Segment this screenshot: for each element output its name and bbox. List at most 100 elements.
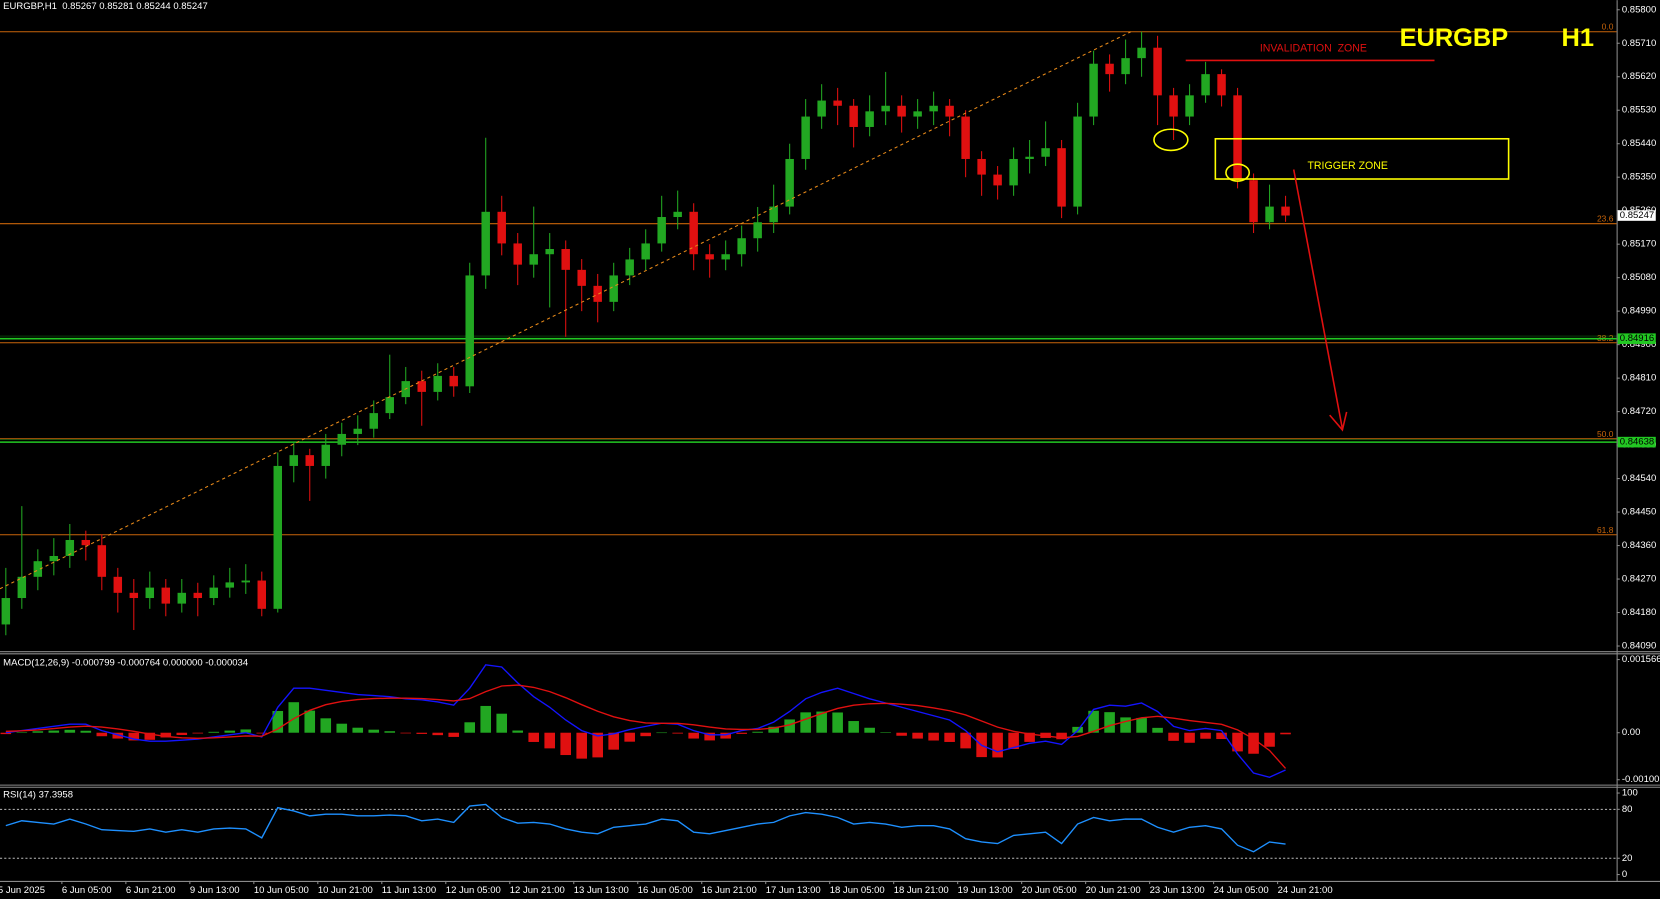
candle-body <box>1009 158 1018 186</box>
candle-body <box>993 174 1002 186</box>
histogram-bar <box>592 732 603 758</box>
candle-body <box>513 243 522 265</box>
histogram-bar <box>64 729 76 733</box>
candle-body <box>1169 95 1178 117</box>
x-tick-label: 11 Jun 13:00 <box>382 885 436 896</box>
histogram-bar <box>816 711 827 733</box>
candle-body <box>705 254 714 260</box>
histogram-bar <box>848 721 859 733</box>
candle-body <box>497 211 506 244</box>
histogram-bar <box>640 732 651 737</box>
y-tick-label: 0.85080 <box>1622 272 1656 283</box>
y-tick-label: 0.00 <box>1622 727 1641 738</box>
histogram-bar <box>880 732 891 733</box>
histogram-bar <box>544 732 555 749</box>
histogram-bar <box>528 732 540 742</box>
candle-body <box>417 381 426 392</box>
y-tick-label: 0.84270 <box>1622 574 1656 585</box>
y-tick-label: 0.84540 <box>1622 473 1656 484</box>
histogram-bar <box>32 731 44 733</box>
candle-body <box>81 539 91 546</box>
x-tick-label: 19 Jun 13:00 <box>958 885 1013 896</box>
candle-body <box>929 105 938 112</box>
histogram-bar <box>1264 732 1275 747</box>
x-tick-label: 6 Jun 05:00 <box>62 885 112 896</box>
candle-body <box>945 105 954 117</box>
x-tick-label: 12 Jun 05:00 <box>446 885 501 896</box>
candle-body <box>385 397 394 414</box>
x-tick-label: 18 Jun 05:00 <box>830 885 885 896</box>
x-tick-label: 10 Jun 05:00 <box>254 885 309 896</box>
x-tick-label: 23 Jun 13:00 <box>1150 885 1205 896</box>
fib-label: 50.0 <box>1597 429 1614 439</box>
candle-body <box>1073 116 1082 207</box>
candle-body <box>209 587 219 599</box>
price-box-label: 0.84638 <box>1620 437 1654 448</box>
histogram-bar <box>480 705 492 733</box>
candle-body <box>1105 63 1114 75</box>
candle-body <box>1281 206 1290 216</box>
price-box <box>1617 210 1656 221</box>
x-tick-label: 20 Jun 21:00 <box>1086 885 1141 896</box>
histogram-bar <box>736 732 747 734</box>
y-tick-label: 20 <box>1622 853 1633 864</box>
histogram-bar <box>1104 712 1115 733</box>
candle-body <box>481 211 490 276</box>
histogram-bar <box>416 732 428 734</box>
candle-body <box>545 249 554 255</box>
histogram-bar <box>1024 732 1035 742</box>
y-tick-label: 0.85440 <box>1622 138 1656 149</box>
histogram-bar <box>1152 727 1163 733</box>
candle-body <box>1121 58 1130 75</box>
candle-body <box>1233 95 1242 181</box>
histogram-bar <box>864 727 875 733</box>
histogram-bar <box>464 722 476 733</box>
histogram-bar <box>768 726 779 733</box>
y-tick-label: 0.84810 <box>1622 373 1656 384</box>
candle-body <box>449 375 458 387</box>
histogram-bar <box>800 712 811 733</box>
candle-body <box>273 465 282 609</box>
histogram-bar <box>320 718 332 733</box>
histogram-bar <box>448 732 460 737</box>
candle-body <box>641 243 650 260</box>
candle-body <box>1201 74 1210 96</box>
invalidation-label: INVALIDATION ZONE <box>1260 43 1367 55</box>
histogram-bar <box>1216 732 1227 740</box>
plot-area: 5 Jun 2025 6 Jun 05:00 6 Jun 21:00 9 Jun 13… <box>0 4 1660 896</box>
y-tick-label: 0.84090 <box>1622 641 1656 652</box>
x-tick-label: 10 Jun 21:00 <box>318 885 373 896</box>
histogram-bar <box>608 732 619 750</box>
fib-label: 38.2 <box>1597 333 1614 343</box>
histogram-bar <box>752 731 763 733</box>
histogram-bar <box>160 732 172 738</box>
histogram-bar <box>1136 717 1147 733</box>
candle-body <box>625 259 634 276</box>
histogram-bar <box>176 732 188 736</box>
candle-body <box>33 561 43 577</box>
candle-body <box>865 111 874 127</box>
candle-body <box>817 100 826 117</box>
candle-body <box>961 116 970 159</box>
macd-title: MACD(12,26,9) -0.000799 -0.000764 0.0000… <box>3 657 249 668</box>
candle-body <box>833 100 842 106</box>
x-tick-label: 20 Jun 05:00 <box>1022 885 1077 896</box>
candle-body <box>161 587 171 604</box>
histogram-bar <box>704 732 715 741</box>
fib-label: 23.6 <box>1597 214 1614 224</box>
histogram-bar <box>576 732 587 759</box>
highlight-ellipse <box>1153 128 1189 152</box>
histogram-bar <box>304 710 316 733</box>
histogram-bar <box>1008 732 1019 749</box>
histogram-bar <box>224 730 236 733</box>
candle-body <box>1041 148 1050 157</box>
y-tick-label: 0.84900 <box>1622 339 1656 350</box>
price-box <box>1617 436 1656 448</box>
histogram-bar <box>1280 732 1291 735</box>
candle-body <box>257 580 267 609</box>
trigger-label: TRIGGER ZONE <box>1307 160 1388 172</box>
histogram-bar <box>896 732 907 736</box>
histogram-bar <box>784 719 795 733</box>
